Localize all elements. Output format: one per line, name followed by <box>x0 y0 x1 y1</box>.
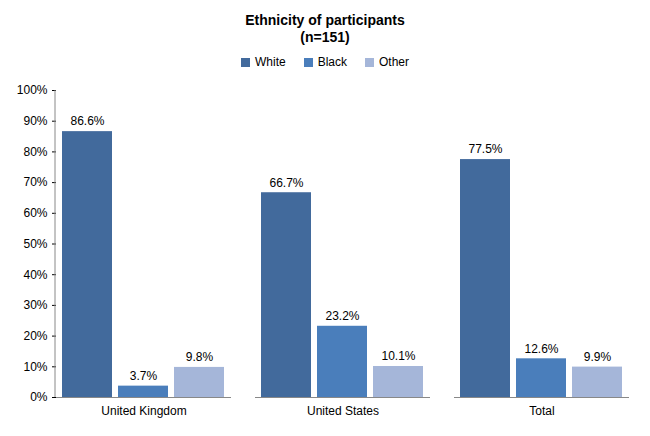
svg-text:70%: 70% <box>23 175 47 189</box>
svg-text:3.7%: 3.7% <box>130 369 158 383</box>
svg-text:66.7%: 66.7% <box>269 176 303 190</box>
svg-text:86.6%: 86.6% <box>70 114 104 128</box>
svg-text:0%: 0% <box>30 390 48 404</box>
svg-text:50%: 50% <box>23 237 47 251</box>
svg-text:60%: 60% <box>23 206 47 220</box>
svg-text:100%: 100% <box>17 83 48 97</box>
svg-text:90%: 90% <box>23 114 47 128</box>
html-text:Ethnicity of participants: Ethnicity of participants <box>245 12 405 28</box>
svg-text:77.5%: 77.5% <box>468 142 502 156</box>
svg-text:United Kingdom: United Kingdom <box>101 404 186 418</box>
svg-text:9.9%: 9.9% <box>584 350 612 364</box>
html-text:Black: Black <box>317 55 347 69</box>
svg-text:10%: 10% <box>23 360 47 374</box>
svg-text:30%: 30% <box>23 298 47 312</box>
svg-text:80%: 80% <box>23 145 47 159</box>
svg-text:40%: 40% <box>23 268 47 282</box>
svg-text:9.8%: 9.8% <box>186 350 214 364</box>
html-text:(n=151): (n=151) <box>300 29 350 45</box>
svg-text:10.1%: 10.1% <box>381 349 415 363</box>
svg-text:Total: Total <box>529 404 554 418</box>
svg-text:12.6%: 12.6% <box>524 342 558 356</box>
html-text:Other: Other <box>379 55 409 69</box>
html-text:White: White <box>255 55 286 69</box>
svg-text:United States: United States <box>307 404 379 418</box>
svg-text:23.2%: 23.2% <box>325 309 359 323</box>
svg-text:20%: 20% <box>23 329 47 343</box>
